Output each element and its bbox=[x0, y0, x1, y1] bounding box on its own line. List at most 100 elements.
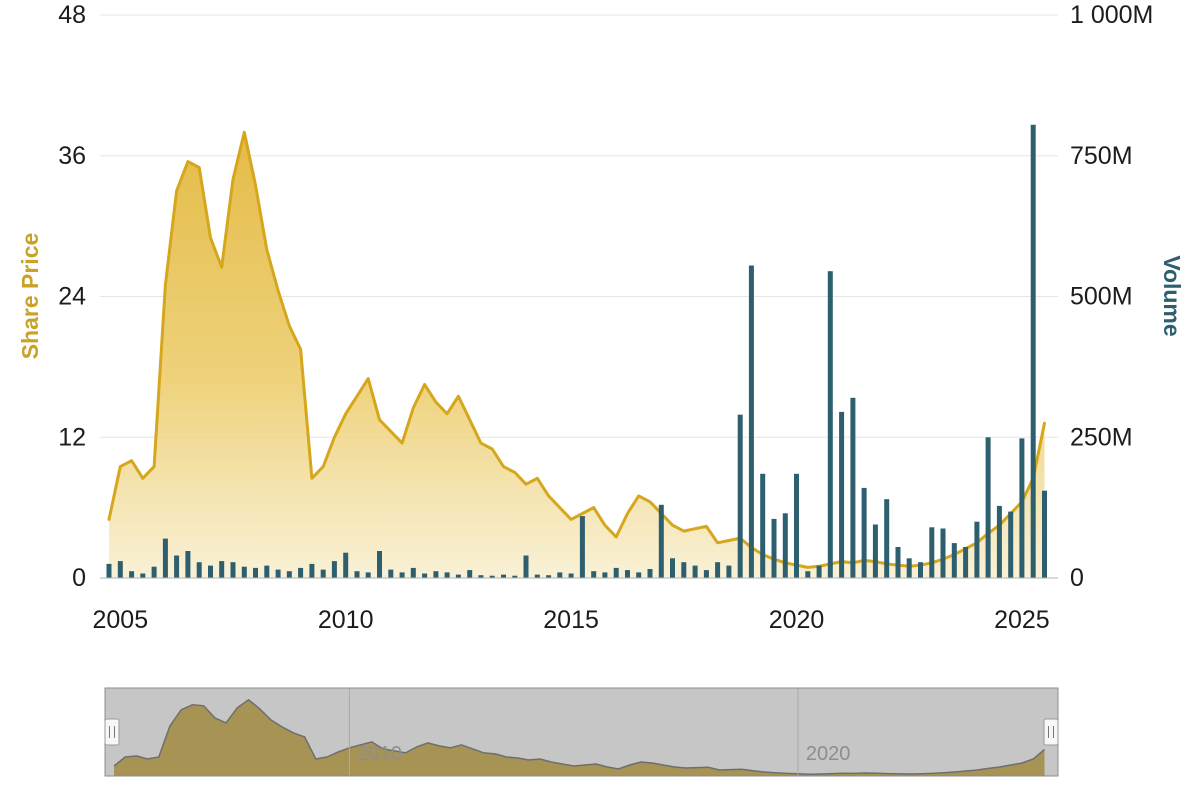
volume-bar bbox=[861, 487, 867, 578]
volume-bar bbox=[219, 561, 225, 578]
volume-bar bbox=[1030, 124, 1036, 579]
volume-bar bbox=[591, 571, 597, 578]
volume-bar bbox=[365, 572, 371, 578]
volume-bar bbox=[1042, 490, 1047, 578]
volume-bar bbox=[151, 566, 157, 578]
volume-bar bbox=[275, 569, 281, 578]
volume-bar bbox=[286, 571, 292, 578]
volume-bar bbox=[715, 562, 721, 578]
volume-bar bbox=[839, 411, 845, 578]
volume-bar bbox=[816, 565, 822, 578]
y-axis-right-tick-label: 1 000M bbox=[1070, 1, 1153, 29]
y-axis-right-tick-label: 0 bbox=[1070, 564, 1084, 592]
volume-bar bbox=[681, 562, 687, 578]
volume-bar bbox=[737, 414, 743, 578]
volume-bar bbox=[208, 565, 213, 578]
volume-bar bbox=[377, 551, 382, 578]
volume-bar bbox=[602, 572, 608, 578]
volume-bar bbox=[185, 551, 191, 578]
volume-bar bbox=[241, 566, 247, 578]
volume-bar bbox=[106, 563, 112, 578]
navigator-handle-grip bbox=[104, 718, 120, 746]
volume-bar bbox=[253, 567, 258, 578]
volume-bar bbox=[872, 524, 878, 578]
volume-bar bbox=[320, 569, 326, 578]
volume-bar bbox=[117, 561, 123, 578]
volume-bar bbox=[298, 567, 304, 578]
volume-bar bbox=[196, 562, 202, 578]
volume-bar bbox=[501, 574, 506, 578]
volume-bar bbox=[331, 561, 337, 578]
volume-bar bbox=[444, 572, 450, 578]
volume-bar bbox=[433, 571, 439, 578]
volume-bar bbox=[850, 397, 856, 578]
volume-bar bbox=[996, 505, 1002, 578]
volume-bar bbox=[174, 555, 180, 578]
volume-bar bbox=[1019, 438, 1025, 578]
volume-bar bbox=[805, 571, 811, 578]
y-axis-left-tick-label: 24 bbox=[58, 283, 86, 311]
volume-bar bbox=[354, 571, 360, 578]
volume-bar bbox=[264, 565, 270, 578]
navigator-left-handle[interactable] bbox=[104, 718, 120, 746]
volume-bar bbox=[1008, 511, 1014, 578]
volume-bar bbox=[951, 543, 957, 578]
volume-bar bbox=[670, 558, 675, 578]
x-axis-tick-label: 2005 bbox=[92, 606, 148, 634]
volume-bar bbox=[478, 575, 484, 578]
navigator-series-area bbox=[114, 699, 1045, 776]
volume-bar bbox=[625, 570, 630, 578]
y-axis-right-tick-label: 250M bbox=[1070, 423, 1133, 451]
y-axis-left-tick-label: 0 bbox=[72, 564, 86, 592]
x-axis-tick-label: 2010 bbox=[318, 606, 374, 634]
y-axis-right-tick-label: 750M bbox=[1070, 142, 1133, 170]
volume-bar bbox=[129, 571, 135, 578]
volume-bar bbox=[782, 513, 788, 578]
volume-bar bbox=[467, 570, 473, 578]
volume-bar bbox=[906, 558, 912, 578]
volume-bar bbox=[230, 562, 236, 578]
volume-bar bbox=[399, 572, 405, 578]
navigator-right-handle[interactable] bbox=[1043, 718, 1059, 746]
x-axis-tick-label: 2025 bbox=[994, 606, 1050, 634]
volume-bar bbox=[557, 572, 563, 578]
volume-bars bbox=[106, 124, 1047, 579]
volume-bar bbox=[140, 573, 146, 578]
volume-bar bbox=[636, 572, 642, 578]
x-axis-tick-label: 2015 bbox=[543, 606, 599, 634]
y-axis-left-tick-label: 36 bbox=[58, 142, 86, 170]
volume-bar bbox=[963, 547, 969, 578]
volume-bar bbox=[512, 575, 518, 578]
y-axis-right-tick-label: 500M bbox=[1070, 283, 1133, 311]
volume-bar bbox=[343, 552, 349, 578]
volume-bar bbox=[895, 547, 901, 578]
navigator-axis-label: 2010 bbox=[357, 743, 402, 765]
volume-bar bbox=[726, 565, 732, 578]
range-navigator: 2010 2020 bbox=[104, 687, 1059, 777]
volume-bar bbox=[568, 573, 574, 578]
navigator-handle-grip bbox=[1043, 718, 1059, 746]
volume-bar bbox=[579, 516, 585, 578]
volume-bar bbox=[929, 527, 935, 578]
x-axis-tick-label: 2020 bbox=[769, 606, 825, 634]
volume-bar bbox=[760, 473, 766, 578]
volume-bar bbox=[309, 563, 315, 578]
navigator-axis-label: 2020 bbox=[806, 743, 851, 765]
volume-bar bbox=[658, 504, 664, 578]
volume-bar bbox=[692, 565, 698, 578]
y-axis-left-tick-label: 12 bbox=[58, 423, 86, 451]
volume-bar bbox=[884, 499, 890, 578]
plot-area[interactable] bbox=[100, 15, 1058, 578]
volume-bar bbox=[546, 575, 552, 578]
volume-bar bbox=[410, 567, 416, 578]
volume-bar bbox=[647, 569, 653, 578]
volume-bar bbox=[827, 271, 833, 578]
volume-bar bbox=[748, 265, 754, 578]
volume-bar bbox=[162, 538, 168, 578]
left-axis-title: Share Price bbox=[17, 233, 43, 360]
volume-bar bbox=[534, 574, 540, 578]
volume-bar bbox=[985, 437, 991, 579]
right-axis-title: Volume bbox=[1159, 255, 1185, 336]
volume-bar bbox=[613, 567, 619, 578]
